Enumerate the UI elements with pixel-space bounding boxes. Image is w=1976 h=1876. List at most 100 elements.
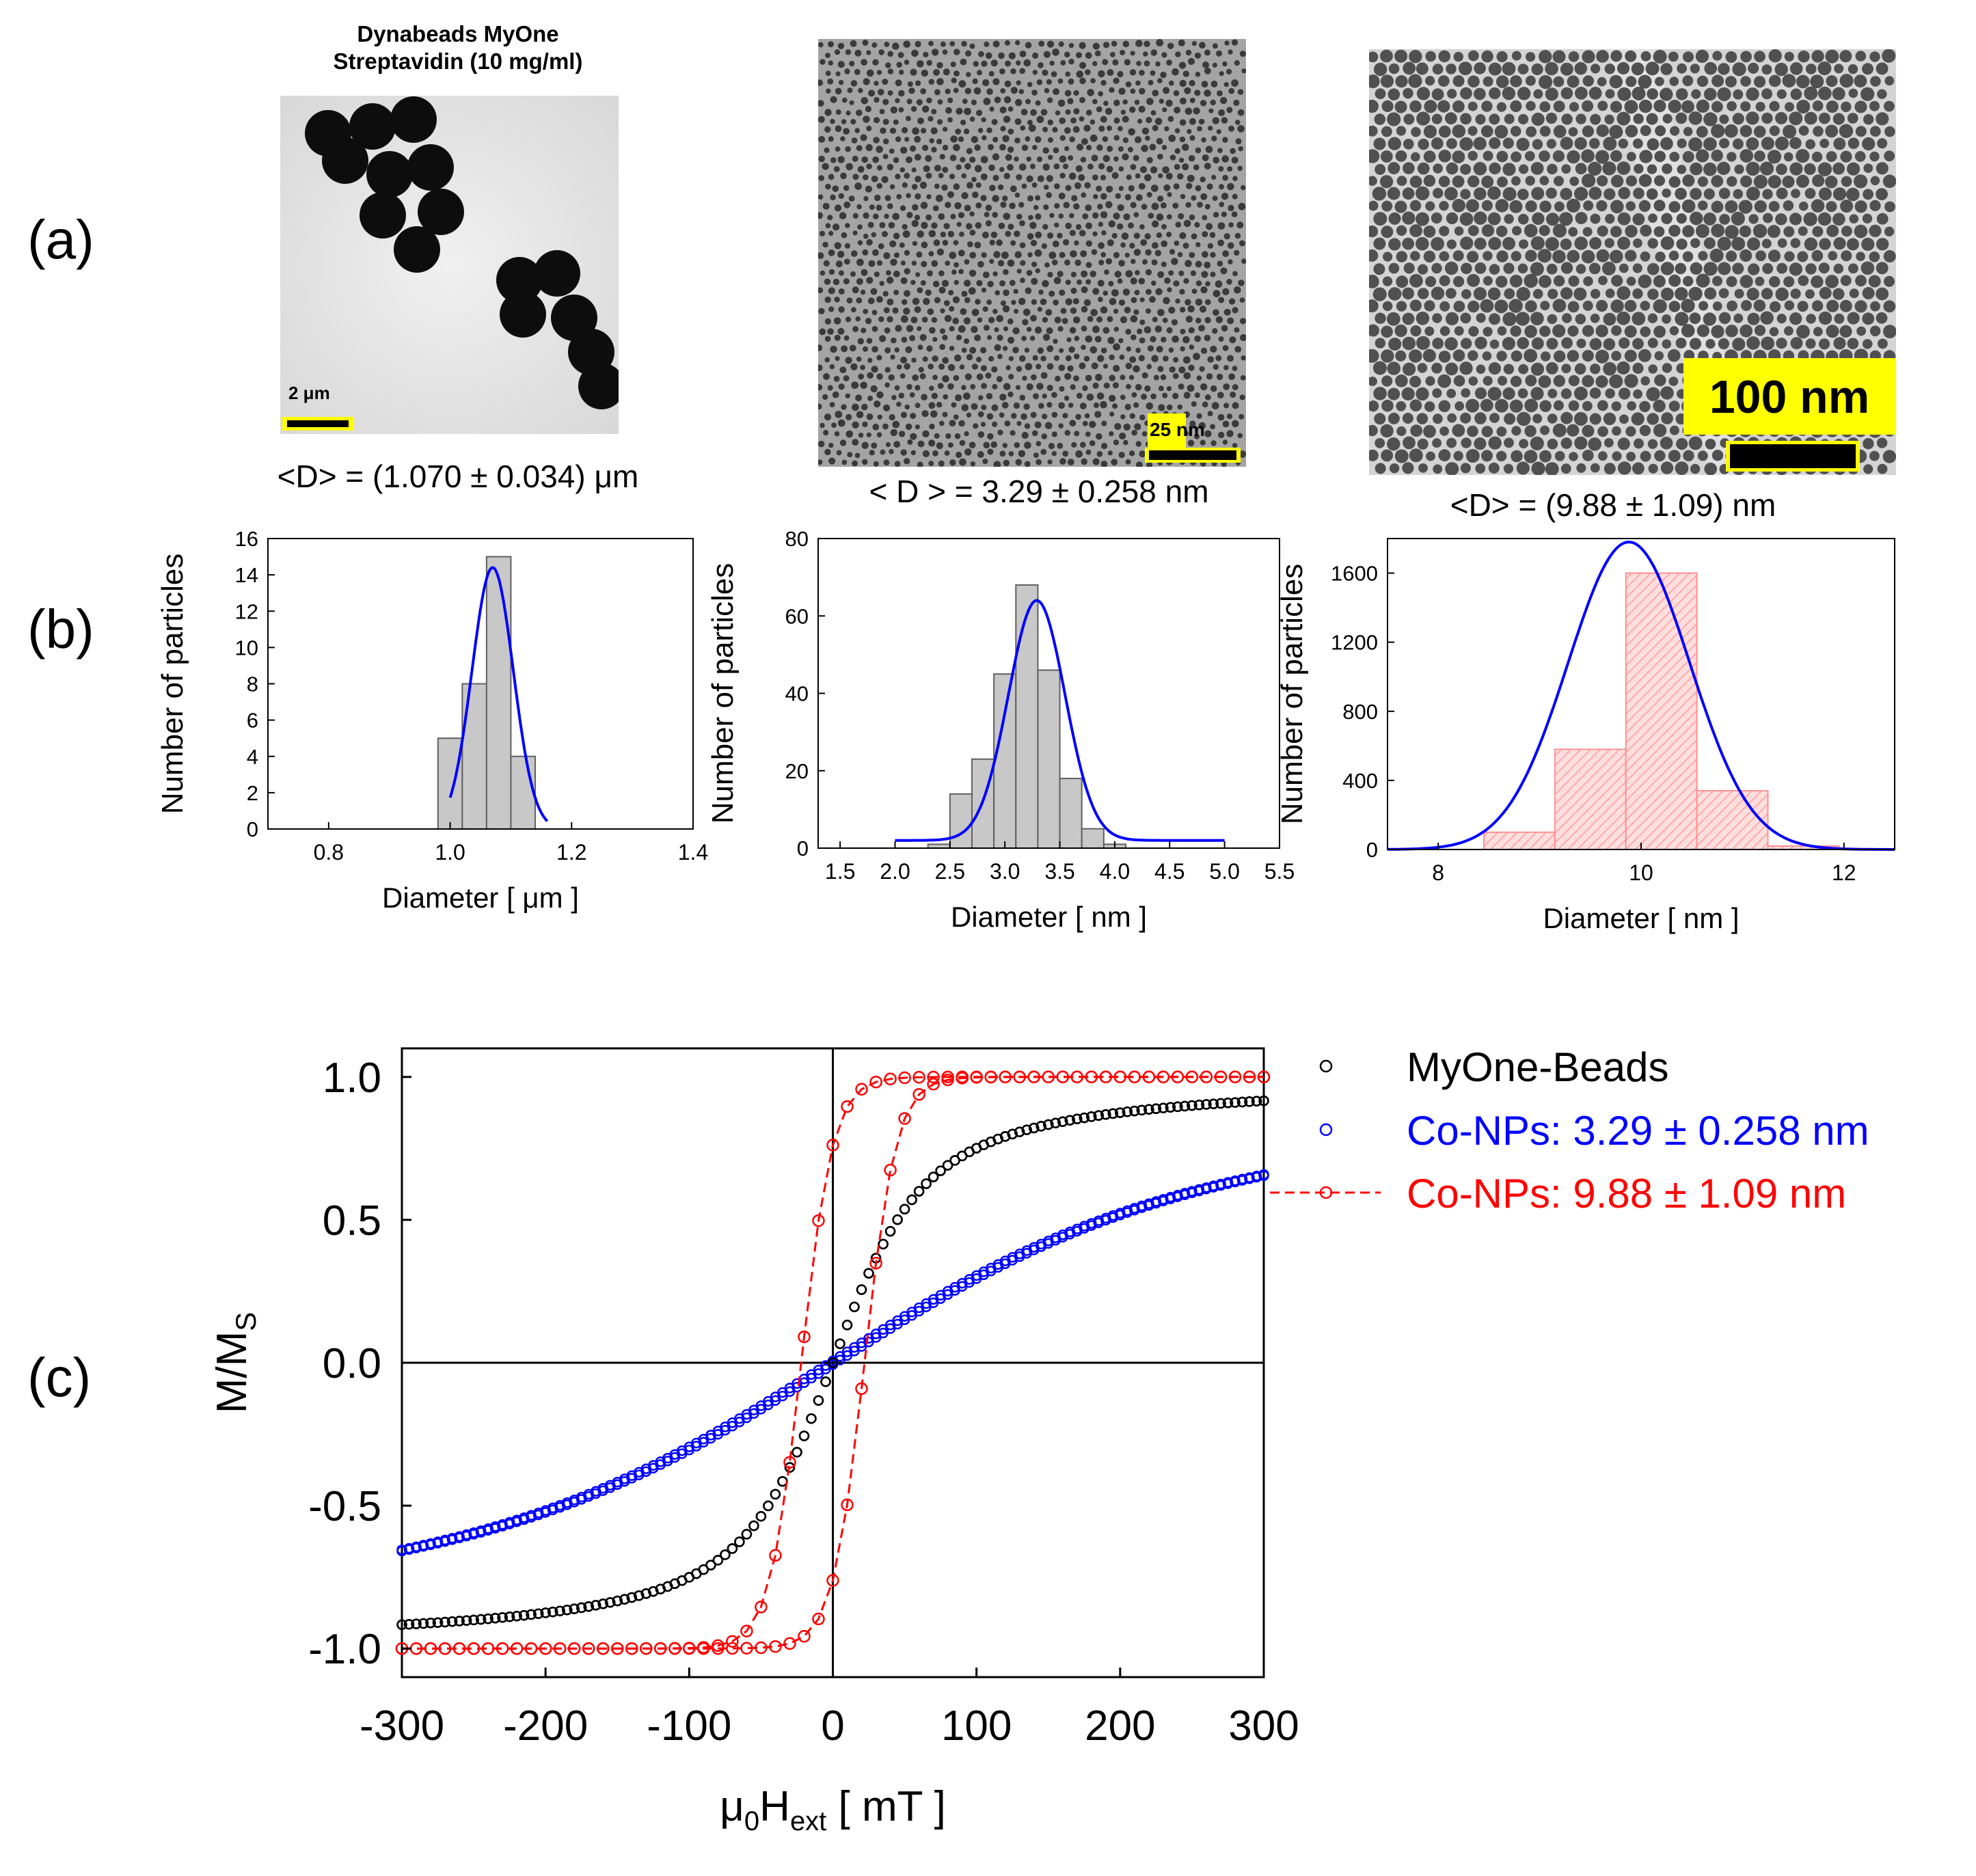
series-0-point	[640, 1588, 652, 1599]
series-2-point	[769, 1640, 782, 1653]
series-2-point	[941, 1070, 954, 1084]
series-1-point	[1187, 1186, 1197, 1197]
series-0-point	[468, 1614, 479, 1626]
series-0-point	[1251, 1096, 1262, 1107]
series-2-line-down	[402, 1076, 1264, 1650]
series-1-point	[1215, 1178, 1226, 1190]
series-1-point	[489, 1521, 501, 1532]
bead-5	[407, 144, 454, 191]
hist-1-ytick-2: 40	[785, 682, 809, 706]
series-2-point	[1214, 1070, 1228, 1084]
legend-label-0: MyOne-Beads	[1407, 1044, 1669, 1090]
series-2-point	[467, 1642, 481, 1655]
series-2-point	[424, 1642, 437, 1655]
scale-label-25nm: 25 nm	[1150, 419, 1205, 440]
series-2-point	[769, 1549, 782, 1562]
series-0-point	[763, 1500, 774, 1512]
series-1-point	[1222, 1177, 1234, 1188]
series-1-point	[1244, 1172, 1255, 1183]
series-1-point	[418, 1540, 429, 1551]
series-1-point	[1193, 1184, 1205, 1195]
bead-11	[500, 291, 546, 338]
hist-2-ytick-4: 1600	[1331, 562, 1378, 586]
hyst-ylabel: M/MS	[208, 1312, 262, 1414]
hist-0-ytick-1: 2	[247, 781, 258, 805]
series-2-point	[1243, 1070, 1256, 1084]
hist-2-fit-curve	[1388, 541, 1895, 851]
micrograph-1-title-line2: Streptavidin (10 mg/ml)	[333, 49, 583, 74]
hist-2-ytick-3: 1200	[1331, 631, 1378, 655]
hist-0-ylabel: Number of particles	[156, 554, 189, 814]
series-1-point	[432, 1536, 444, 1547]
series-0-point	[712, 1555, 724, 1566]
series-0-point	[561, 1604, 573, 1616]
series-2-point	[912, 1088, 925, 1101]
hist-0-ytick-6: 12	[235, 599, 258, 623]
series-0-point	[806, 1413, 817, 1424]
bead-4	[366, 151, 413, 198]
hysteresis-plot: -300 -200 -100 0 100 200 300 -1.0 -0.5 0.0 0.5 1.0 μ…	[208, 1044, 1869, 1836]
series-2-point	[1185, 1070, 1199, 1084]
series-1-point	[863, 1336, 874, 1348]
series-0-point	[1129, 1105, 1140, 1117]
series-0-point	[1208, 1098, 1219, 1110]
caption-10nm-diameter: <D> = (9.88 ± 1.09) nm	[1450, 487, 1776, 523]
series-0-point	[791, 1447, 802, 1458]
hyst-legend: MyOne-Beads Co-NPs: 3.29 ± 0.258 nm Co-NPs…	[1270, 1044, 1869, 1216]
hist-2-ytick-0: 0	[1366, 838, 1378, 862]
series-0-point	[418, 1618, 429, 1629]
series-2-point	[1228, 1070, 1242, 1084]
hyst-ytick-3: 0.5	[323, 1197, 381, 1245]
hist-2-ytick-1: 400	[1342, 769, 1378, 793]
series-2-point	[783, 1637, 796, 1650]
series-0-point	[1122, 1106, 1133, 1117]
series-2-point	[524, 1642, 538, 1655]
hist-1-xtick-7: 5.0	[1209, 859, 1239, 884]
hist-1-xtick-5: 4.0	[1100, 859, 1130, 884]
series-2-point	[1142, 1070, 1156, 1084]
series-2-point	[1171, 1070, 1185, 1084]
hyst-ytick-2: 0.0	[323, 1340, 381, 1387]
scale-box-100nm	[1683, 358, 1896, 435]
series-0-point	[604, 1596, 616, 1608]
series-2-point	[783, 1456, 796, 1469]
scale-label-100nm: 100 nm	[1709, 371, 1870, 423]
series-1-point	[425, 1538, 436, 1549]
series-2-point	[640, 1642, 653, 1655]
series-0-point	[1079, 1112, 1090, 1124]
legend-marker-2	[1319, 1186, 1333, 1199]
hyst-xtick-4: 100	[941, 1702, 1012, 1750]
series-2-point	[496, 1642, 509, 1655]
series-0-point	[504, 1611, 515, 1622]
series-2-point	[1257, 1070, 1271, 1084]
series-0-point	[1115, 1107, 1126, 1118]
series-2-point	[1027, 1070, 1040, 1084]
series-2-point	[510, 1642, 524, 1655]
series-0-point	[884, 1225, 896, 1237]
legend-label-1: Co-NPs: 3.29 ± 0.258 nm	[1407, 1108, 1869, 1154]
hist-1-xlabel: Diameter [ nm ]	[951, 901, 1147, 933]
caption-myone-diameter: <D> = (1.070 ± 0.034) μm	[277, 459, 639, 494]
series-0-point	[906, 1194, 917, 1206]
series-2-point	[683, 1642, 696, 1655]
series-2-point	[1042, 1070, 1055, 1084]
bead-9	[496, 257, 543, 303]
series-1-point	[411, 1541, 422, 1552]
series-0-point	[569, 1603, 580, 1614]
series-2-point	[1128, 1070, 1141, 1084]
hist-0-ytick-4: 8	[247, 672, 258, 696]
series-2-point	[582, 1642, 595, 1655]
micrograph-1-title-line1: Dynabeads MyOne	[357, 21, 559, 46]
hyst-xtick-3: 0	[821, 1702, 844, 1750]
hist-0-ytick-7: 14	[235, 563, 258, 587]
series-0-point	[1222, 1098, 1234, 1109]
series-1-point	[396, 1544, 407, 1555]
series-2-point	[726, 1642, 739, 1655]
series-2-point	[1099, 1070, 1113, 1084]
hist-1-ytick-4: 80	[785, 527, 809, 551]
legend-label-2: Co-NPs: 9.88 ± 1.09 nm	[1407, 1171, 1846, 1216]
series-2-point	[726, 1635, 739, 1648]
panel-label-b: (b)	[27, 599, 94, 660]
series-0-point	[489, 1612, 501, 1624]
series-0-point	[928, 1171, 939, 1182]
